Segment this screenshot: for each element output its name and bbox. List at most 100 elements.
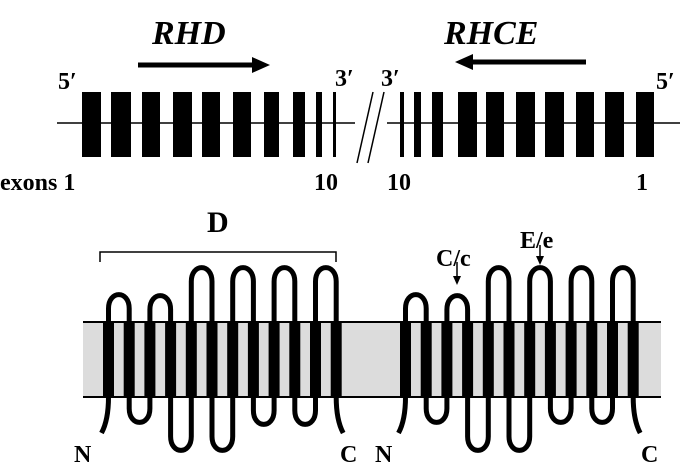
rhce-exon-1 — [636, 92, 654, 157]
rhd-extracellular-loop-3 — [188, 265, 215, 340]
rhd-intracellular-loop-2 — [168, 380, 194, 453]
rhce-transmembrane-helix-8 — [544, 322, 556, 397]
rhce-extracellular-loop-4 — [527, 265, 553, 340]
ee-site-arrow — [536, 245, 544, 265]
rhd-extracellular-loop-6 — [313, 265, 339, 340]
rhce-c-terminus-label: C — [641, 442, 658, 468]
rhd-intracellular-loop-5 — [292, 380, 318, 427]
rhd-transmembrane-helix-3 — [144, 322, 156, 397]
rhce-protein — [396, 265, 643, 453]
rhce-exon-4 — [545, 92, 564, 157]
rhd-extracellular-loop-1 — [106, 292, 132, 340]
d-protein-bracket — [99, 251, 337, 262]
rhce-exon-6 — [486, 92, 504, 157]
rhce-gene-title: RHCE — [443, 15, 538, 52]
rhd-transmembrane-helix-1 — [103, 322, 114, 397]
rhd-3prime-label: 3′ — [335, 66, 354, 92]
rhd-exon-7 — [264, 92, 279, 157]
rhd-transmembrane-helix-9 — [268, 322, 280, 397]
rhce-c-tail — [630, 396, 643, 435]
rhd-intracellular-loop-4 — [250, 380, 277, 427]
rhd-transmembrane-helix-7 — [227, 322, 239, 397]
rhd-transmembrane-helix-8 — [247, 322, 259, 397]
exon-group — [82, 92, 654, 157]
rhce-5prime-label: 5′ — [656, 69, 675, 95]
rhd-exon-2 — [111, 92, 131, 157]
rhd-c-terminus-label: C — [340, 442, 357, 468]
rhce-extracellular-loop-6 — [610, 265, 636, 340]
rhd-direction-arrow — [138, 57, 270, 73]
rhd-exon-10 — [333, 92, 336, 157]
rhce-exon-2 — [605, 92, 624, 157]
rhce-transmembrane-helix-10 — [586, 322, 598, 397]
rhd-transmembrane-helix-12 — [330, 322, 342, 397]
ee-antigen-label: E/e — [520, 228, 554, 254]
rhd-n-terminus-label: N — [74, 442, 92, 468]
rhce-n-terminus-label: N — [375, 442, 393, 468]
rhce-3prime-label: 3′ — [381, 66, 400, 92]
rhce-transmembrane-helix-4 — [462, 322, 474, 397]
rhce-transmembrane-helix-12 — [627, 322, 639, 397]
rhce-transmembrane-helix-1 — [400, 322, 411, 397]
rhce-transmembrane-helix-5 — [482, 322, 494, 397]
rhce-transmembrane-helix-3 — [441, 322, 453, 397]
rhce-exon-10 — [400, 92, 404, 157]
rhd-5prime-label: 5′ — [58, 69, 77, 95]
rhd-exon-10-label: 10 — [314, 170, 338, 196]
rhce-extracellular-loop-1 — [403, 292, 429, 340]
rhd-c-tail — [333, 396, 346, 435]
rhd-protein — [99, 265, 346, 453]
rhd-exon-6 — [233, 92, 251, 157]
membrane-bilayer — [83, 322, 661, 397]
rhce-transmembrane-helix-2 — [420, 322, 432, 397]
rhd-gene-title: RHD — [151, 15, 226, 52]
rhd-transmembrane-helix-6 — [206, 322, 218, 397]
rhce-intracellular-loop-5 — [589, 380, 615, 425]
rhce-transmembrane-helix-6 — [503, 322, 515, 397]
rhce-exon-10-label: 10 — [387, 170, 411, 196]
rhce-extracellular-loop-3 — [485, 265, 512, 340]
rhce-transmembrane-helix-7 — [524, 322, 536, 397]
rhce-extracellular-loop-2 — [444, 293, 471, 340]
exons-label: exons 1 — [0, 170, 75, 196]
chromosome-break-mark — [355, 88, 387, 166]
cc-antigen-label: C/c — [436, 246, 471, 272]
rhd-intracellular-loop-3 — [209, 380, 236, 453]
rhce-exon-8 — [432, 92, 443, 157]
rhce-intracellular-loop-4 — [547, 380, 574, 425]
rhd-transmembrane-helix-4 — [165, 322, 177, 397]
rhce-direction-arrow — [455, 54, 586, 70]
rhce-exon-3 — [576, 92, 594, 157]
rhd-n-tail — [99, 396, 111, 435]
cc-site-arrow — [453, 262, 461, 285]
rhce-exon-9 — [414, 92, 421, 157]
rhd-exon-4 — [173, 92, 192, 157]
rhd-exon-9 — [316, 92, 322, 157]
rhce-n-tail — [396, 396, 408, 435]
d-antigen-label: D — [207, 206, 229, 239]
rhce-intracellular-loop-1 — [423, 380, 450, 425]
rhd-extracellular-loop-5 — [271, 265, 298, 340]
rhce-exon-7 — [458, 92, 477, 157]
rhd-exon-1 — [82, 92, 101, 157]
rhce-intracellular-loop-2 — [465, 380, 491, 453]
rhce-exon-1-label: 1 — [636, 170, 648, 196]
rhce-transmembrane-helix-11 — [607, 322, 618, 397]
protein-group — [99, 265, 643, 453]
rhd-exon-8 — [293, 92, 305, 157]
rhce-extracellular-loop-5 — [568, 265, 595, 340]
rhd-exon-5 — [202, 92, 220, 157]
rhd-extracellular-loop-2 — [147, 293, 174, 340]
rhd-extracellular-loop-4 — [230, 265, 256, 340]
rhd-transmembrane-helix-5 — [185, 322, 197, 397]
rhd-exon-3 — [142, 92, 160, 157]
rhd-transmembrane-helix-10 — [289, 322, 301, 397]
rhd-transmembrane-helix-11 — [310, 322, 321, 397]
rhd-intracellular-loop-1 — [126, 380, 153, 425]
rhd-transmembrane-helix-2 — [123, 322, 135, 397]
rhce-intracellular-loop-3 — [506, 380, 533, 453]
rhce-transmembrane-helix-9 — [565, 322, 577, 397]
rhce-exon-5 — [516, 92, 535, 157]
